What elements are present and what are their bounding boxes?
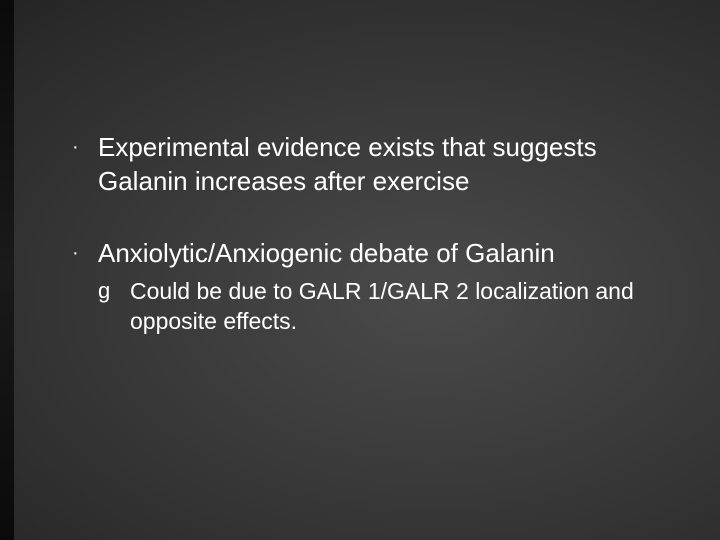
sub-bullet-text: Could be due to GALR 1/GALR 2 localizati… [130,276,670,336]
slide-body: · Experimental evidence exists that sugg… [70,130,670,336]
bullet-dot-icon: · [70,130,98,164]
sub-bullet-icon: g [98,276,130,306]
bullet-text: Experimental evidence exists that sugges… [98,130,670,198]
bullet-dot-icon: · [70,236,98,270]
bullet-text: Anxiolytic/Anxiogenic debate of Galanin [98,236,670,270]
side-accent-bar [0,0,14,540]
bullet-item: · Anxiolytic/Anxiogenic debate of Galani… [70,236,670,336]
bullet-item: · Experimental evidence exists that sugg… [70,130,670,198]
sub-bullet-item: g Could be due to GALR 1/GALR 2 localiza… [98,276,670,336]
slide: · Experimental evidence exists that sugg… [0,0,720,540]
